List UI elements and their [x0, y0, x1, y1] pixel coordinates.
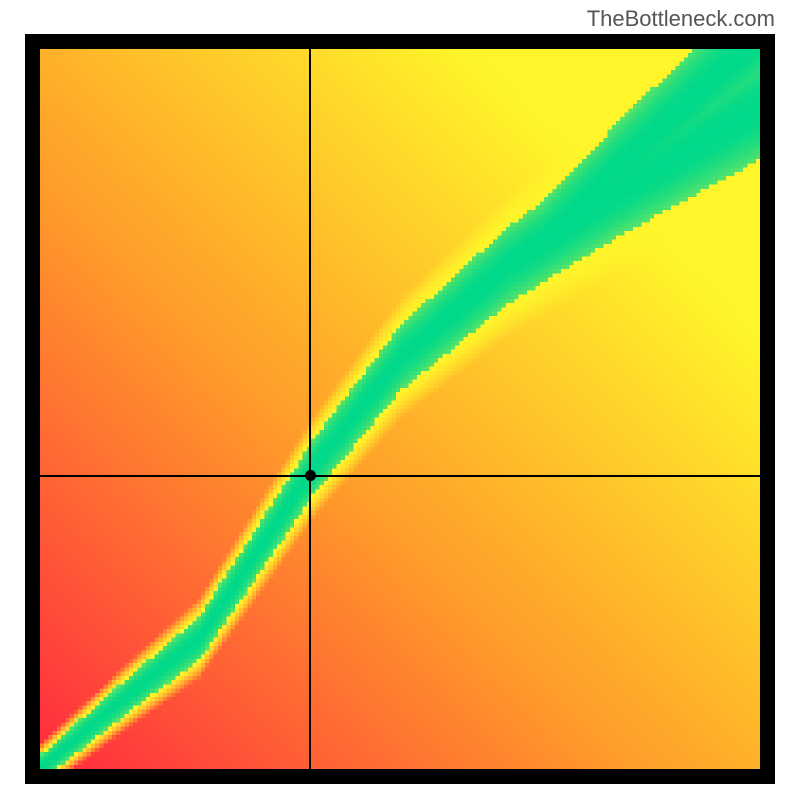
crosshair-marker — [305, 470, 316, 481]
plot-area — [40, 49, 760, 769]
heatmap-canvas — [40, 49, 760, 769]
chart-container: TheBottleneck.com — [0, 0, 800, 800]
watermark-text: TheBottleneck.com — [587, 6, 775, 32]
crosshair-horizontal — [40, 475, 760, 476]
crosshair-vertical — [309, 49, 310, 769]
